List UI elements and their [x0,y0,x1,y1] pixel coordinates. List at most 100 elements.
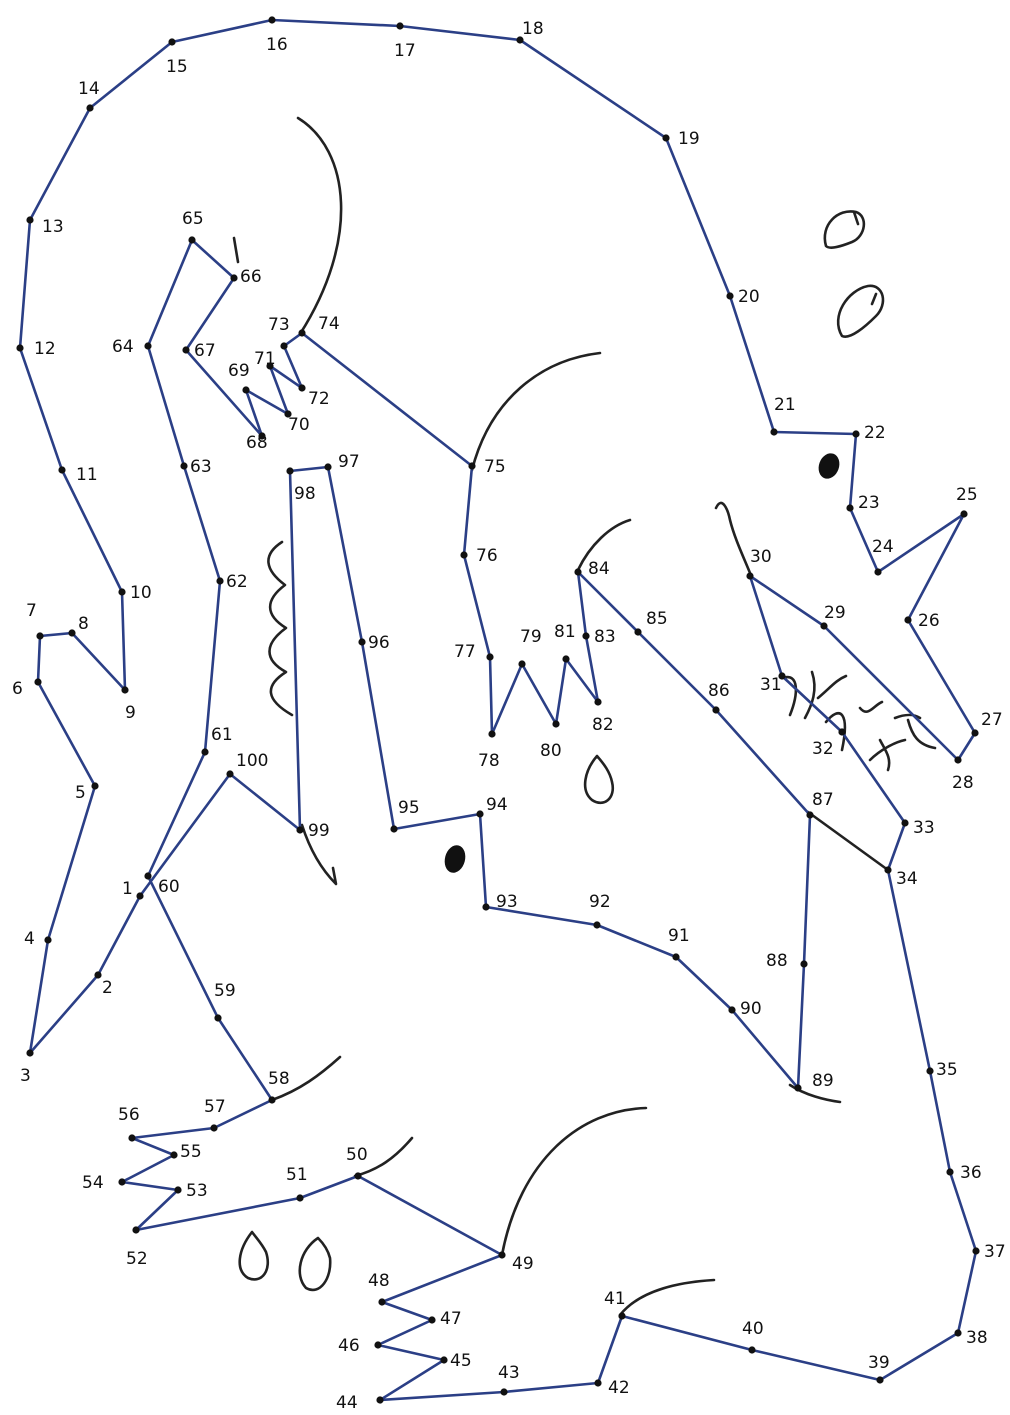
dot-55 [170,1151,178,1159]
dot-label-79: 79 [520,627,542,647]
teeth-1 [780,675,798,717]
claw-curve-2 [353,1136,414,1178]
dot-label-75: 75 [484,457,506,477]
dot-80 [552,720,560,728]
dot-16 [268,16,276,24]
dot-60 [144,872,152,880]
dot-label-85: 85 [646,609,668,629]
dot-label-22: 22 [864,423,886,443]
dot-label-70: 70 [288,415,310,435]
drop-mark-1 [852,210,860,226]
dot-41 [618,1312,626,1320]
dot-label-19: 19 [678,129,700,149]
dot-79 [518,660,526,668]
dot-label-67: 67 [194,341,216,361]
dot-87 [806,811,814,819]
dot-89 [794,1084,802,1092]
dot-label-94: 94 [486,795,508,815]
dot-30 [746,572,754,580]
dot-97 [324,463,332,471]
teeth-4 [868,738,907,772]
dot-label-99: 99 [308,821,330,841]
dot-label-41: 41 [604,1289,626,1309]
dot-label-82: 82 [592,715,614,735]
dot-label-43: 43 [498,1363,520,1383]
dot-label-60: 60 [158,877,180,897]
dot-label-30: 30 [750,547,772,567]
dot-label-13: 13 [42,217,64,237]
dot-69 [242,386,250,394]
dot-7 [36,632,44,640]
dot-38 [954,1329,962,1337]
dot-42 [594,1379,602,1387]
dot-label-25: 25 [956,485,978,505]
traced-outline [18,18,978,1402]
dot-label-34: 34 [896,869,918,889]
brow-curve [296,116,343,336]
dot-8 [68,629,76,637]
dot-82 [594,698,602,706]
dot-label-96: 96 [368,633,390,653]
dot-76 [460,551,468,559]
dot-21 [770,428,778,436]
dot-label-55: 55 [180,1142,202,1162]
dot-label-57: 57 [204,1097,226,1117]
dot-label-83: 83 [594,627,616,647]
dot-label-2: 2 [102,978,113,998]
dot-4 [44,936,52,944]
dot-95 [390,825,398,833]
dot-label-93: 93 [496,892,518,912]
dot-5 [91,782,99,790]
zigzag-scales [267,540,294,717]
dot-label-8: 8 [78,614,89,634]
dot-label-68: 68 [246,433,268,453]
dot-70 [284,410,292,418]
dot-label-97: 97 [338,452,360,472]
dot-24 [874,568,882,576]
dot-29 [820,622,828,630]
dot-43 [500,1388,508,1396]
drop-1 [583,754,615,805]
dot-40 [748,1346,756,1354]
jaw-curve [576,518,632,572]
dot-label-91: 91 [668,926,690,946]
dot-label-12: 12 [34,339,56,359]
dot-label-69: 69 [228,361,250,381]
dot-label-51: 51 [286,1165,308,1185]
dot-label-86: 86 [708,681,730,701]
dot-label-14: 14 [78,79,100,99]
dot-label-48: 48 [368,1271,390,1291]
dot-label-47: 47 [440,1309,462,1329]
neck-tick [232,236,240,264]
dot-label-31: 31 [760,675,782,695]
back-eye-spot [444,845,466,873]
cheek-line [806,810,890,872]
dot-15 [168,38,176,46]
dot-14 [86,104,94,112]
dot-34 [884,866,892,874]
dot-11 [58,466,66,474]
dot-label-1: 1 [122,879,133,899]
dot-label-84: 84 [588,559,610,579]
dot-25 [960,510,968,518]
dot-label-27: 27 [981,710,1003,730]
dot-73 [280,342,288,350]
dot-9 [121,686,129,694]
dot-label-37: 37 [984,1242,1006,1262]
nostril-lower [836,284,885,338]
dot-54 [118,1178,126,1186]
knee-curve [618,1278,716,1317]
dot-label-45: 45 [450,1351,472,1371]
dot-77 [486,653,494,661]
dot-label-6: 6 [12,679,23,699]
dot-label-77: 77 [454,642,476,662]
dot-label-39: 39 [868,1353,890,1373]
dot-label-3: 3 [20,1066,31,1086]
dot-66 [230,274,238,282]
dot-label-18: 18 [522,19,544,39]
dot-59 [214,1014,222,1022]
dot-36 [946,1168,954,1176]
teeth-5 [893,713,937,750]
